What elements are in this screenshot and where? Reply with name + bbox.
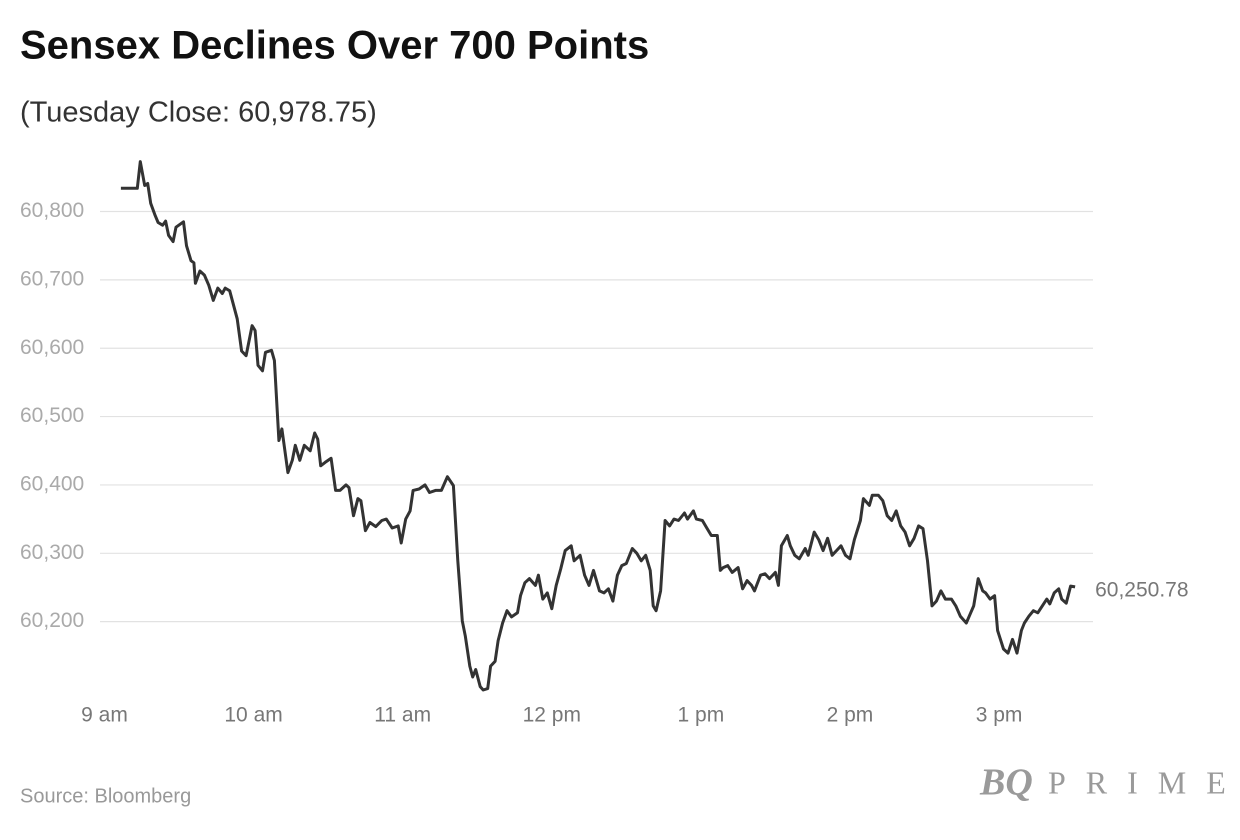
brand-name: PRIME: [1048, 764, 1240, 800]
x-tick-label: 12 pm: [523, 704, 581, 727]
y-tick-label: 60,800: [20, 199, 84, 222]
x-tick-label: 2 pm: [827, 704, 874, 727]
y-tick-label: 60,500: [20, 404, 84, 427]
y-tick-label: 60,400: [20, 472, 84, 495]
brand-mark: BQ: [979, 762, 1033, 804]
x-tick-label: 11 am: [374, 704, 431, 727]
x-tick-label: 3 pm: [976, 704, 1023, 727]
chart-subtitle: (Tuesday Close: 60,978.75): [20, 97, 377, 129]
y-tick-label: 60,700: [20, 267, 84, 290]
price-line: [120, 160, 1076, 692]
end-label: 60,250.78: [1095, 578, 1188, 601]
y-tick-label: 60,200: [20, 609, 84, 632]
y-tick-label: 60,600: [20, 336, 84, 359]
x-tick-label: 9 am: [81, 704, 128, 727]
source: Source: Bloomberg: [20, 785, 191, 807]
x-tick-label: 1 pm: [678, 704, 725, 727]
plot: 60,200 60,300 60,400 60,500 60,600 60,700 60,8…: [20, 160, 1189, 727]
chart-title: Sensex Declines Over 700 Points: [20, 24, 649, 68]
x-tick-label: 10 am: [224, 704, 282, 727]
y-tick-label: 60,300: [20, 541, 84, 564]
